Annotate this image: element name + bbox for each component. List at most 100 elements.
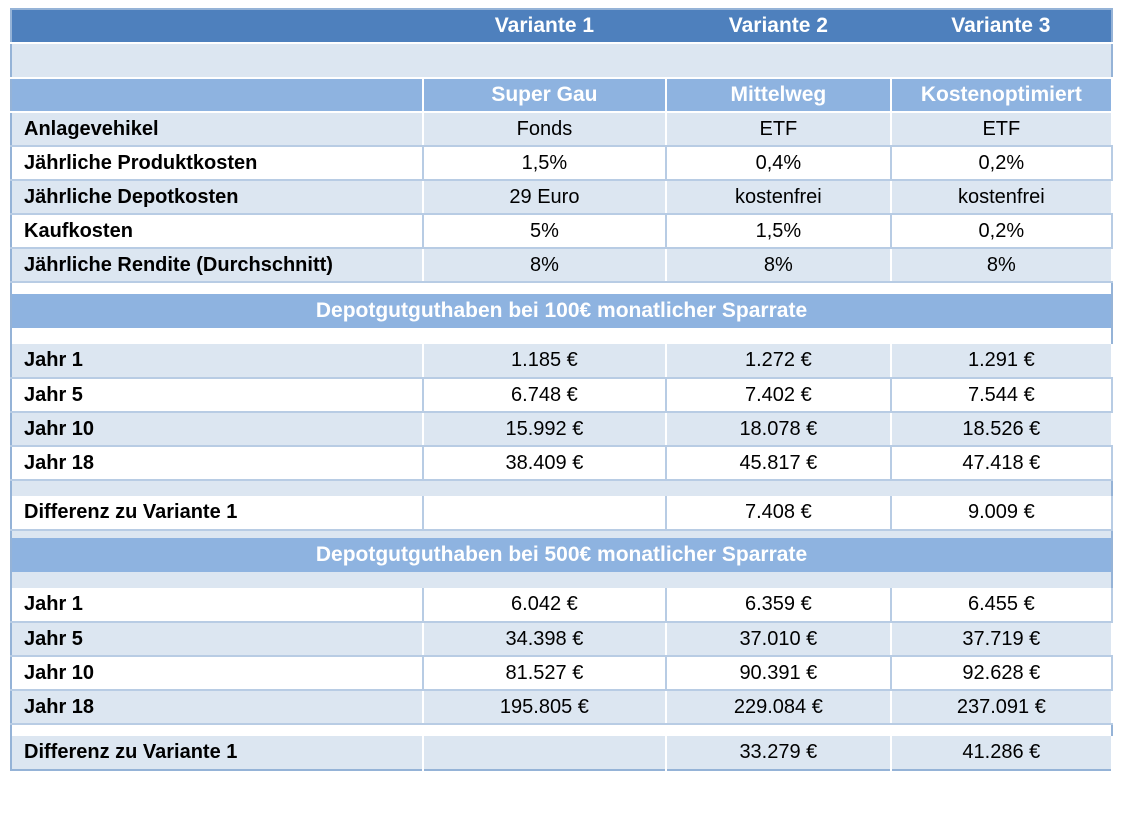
scenario-header-row: Super Gau Mittelweg Kostenoptimiert (11, 78, 1114, 113)
cell-value: 1,5% (422, 146, 668, 181)
spacer-row (11, 480, 1112, 496)
row-label: Jährliche Rendite (Durchschnitt) (11, 248, 424, 283)
row-label: Jahr 5 (11, 378, 424, 413)
cell-value: 7.402 € (666, 378, 892, 413)
cell-value: 8% (890, 248, 1114, 283)
blank-cell (11, 43, 1112, 79)
section-1-title: Depotgutguthaben bei 100€ monatlicher Sp… (11, 294, 1112, 328)
blank-cell (11, 572, 1112, 588)
cell-value: 18.526 € (890, 412, 1114, 447)
cell-value: 34.398 € (422, 622, 668, 657)
difference-row-s1: Differenz zu Variante 1 7.408 € 9.009 € (11, 496, 1114, 531)
attribute-row-rendite: Jährliche Rendite (Durchschnitt) 8% 8% 8… (11, 248, 1114, 283)
cell-value: 5% (422, 214, 668, 249)
row-label: Anlagevehikel (11, 112, 424, 147)
table-row-s1-jahr10: Jahr 10 15.992 € 18.078 € 18.526 € (11, 412, 1114, 447)
cell-value: 15.992 € (422, 412, 668, 447)
blank-cell (11, 530, 1112, 538)
row-label: Jahr 18 (11, 690, 424, 725)
cell-value: Fonds (422, 112, 668, 147)
cell-value: 8% (422, 248, 668, 283)
blank-cell (11, 328, 1112, 344)
section-1-title-row: Depotgutguthaben bei 100€ monatlicher Sp… (11, 294, 1112, 328)
table-row-s2-jahr10: Jahr 10 81.527 € 90.391 € 92.628 € (11, 656, 1114, 691)
spacer-row (11, 282, 1112, 294)
row-label: Jahr 1 (11, 344, 424, 379)
cell-value: 0,2% (890, 146, 1114, 181)
row-label: Jährliche Produktkosten (11, 146, 424, 181)
cell-value: 38.409 € (422, 446, 668, 481)
cell-value: 18.078 € (666, 412, 892, 447)
cell-value: 90.391 € (666, 656, 892, 691)
spacer-row (11, 724, 1112, 736)
table-row-s1-jahr18: Jahr 18 38.409 € 45.817 € 47.418 € (11, 446, 1114, 481)
cell-value: 37.719 € (890, 622, 1114, 657)
cell-value: 195.805 € (422, 690, 668, 725)
row-label: Jahr 10 (11, 412, 424, 447)
cell-value: 6.455 € (890, 588, 1114, 623)
attribute-row-anlagevehikel: Anlagevehikel Fonds ETF ETF (11, 112, 1114, 147)
table-row-s1-jahr1: Jahr 1 1.185 € 1.272 € 1.291 € (11, 344, 1114, 379)
row-label: Jahr 18 (11, 446, 424, 481)
cell-value-empty (422, 736, 668, 770)
row-label: Jahr 1 (11, 588, 424, 623)
cell-value: 0,4% (666, 146, 892, 181)
cell-value: 1,5% (666, 214, 892, 249)
cell-value: kostenfrei (666, 180, 892, 215)
spacer-row (11, 572, 1112, 588)
cell-value: 6.359 € (666, 588, 892, 623)
cell-value: 1.272 € (666, 344, 892, 379)
row-label: Jahr 10 (11, 656, 424, 691)
attribute-row-produktkosten: Jährliche Produktkosten 1,5% 0,4% 0,2% (11, 146, 1114, 181)
corner-blank-cell (11, 9, 423, 44)
cell-value: 45.817 € (666, 446, 892, 481)
table-row-s2-jahr18: Jahr 18 195.805 € 229.084 € 237.091 € (11, 690, 1114, 725)
cell-value: ETF (890, 112, 1114, 147)
cell-value: 41.286 € (890, 736, 1114, 770)
cell-value: 81.527 € (422, 656, 668, 691)
cell-value: 92.628 € (890, 656, 1114, 691)
difference-row-s2: Differenz zu Variante 1 33.279 € 41.286 … (11, 736, 1114, 770)
variant-header-row: Variante 1 Variante 2 Variante 3 (11, 9, 1112, 44)
cell-value: 6.748 € (422, 378, 668, 413)
cell-value: 1.185 € (422, 344, 668, 379)
cell-value: 6.042 € (422, 588, 668, 623)
row-label: Differenz zu Variante 1 (11, 496, 424, 531)
cell-value: 1.291 € (890, 344, 1114, 379)
cell-value: 29 Euro (422, 180, 668, 215)
scenario-3-header: Kostenoptimiert (890, 78, 1114, 113)
variant-3-header: Variante 3 (890, 9, 1112, 44)
cell-value: kostenfrei (890, 180, 1114, 215)
cell-value: 8% (666, 248, 892, 283)
cell-value: 229.084 € (666, 690, 892, 725)
blank-cell (11, 282, 1112, 294)
cell-value: 7.408 € (666, 496, 892, 531)
section-2-title: Depotgutguthaben bei 500€ monatlicher Sp… (11, 538, 1112, 572)
attribute-row-kaufkosten: Kaufkosten 5% 1,5% 0,2% (11, 214, 1114, 249)
row-label: Jährliche Depotkosten (11, 180, 424, 215)
row-label: Jahr 5 (11, 622, 424, 657)
scenario-1-header: Super Gau (422, 78, 668, 113)
cell-value: 47.418 € (890, 446, 1114, 481)
blank-cell (11, 78, 424, 113)
table-row-s1-jahr5: Jahr 5 6.748 € 7.402 € 7.544 € (11, 378, 1114, 413)
table-row-s2-jahr1: Jahr 1 6.042 € 6.359 € 6.455 € (11, 588, 1114, 623)
variant-1-header: Variante 1 (422, 9, 667, 44)
attribute-row-depotkosten: Jährliche Depotkosten 29 Euro kostenfrei… (11, 180, 1114, 215)
row-label: Kaufkosten (11, 214, 424, 249)
cell-value: ETF (666, 112, 892, 147)
row-label: Differenz zu Variante 1 (11, 736, 424, 770)
blank-spacer-row (11, 43, 1112, 79)
cell-value: 237.091 € (890, 690, 1114, 725)
blank-cell (11, 724, 1112, 736)
cell-value-empty (422, 496, 668, 531)
variant-2-header: Variante 2 (666, 9, 891, 44)
cell-value: 33.279 € (666, 736, 892, 770)
cell-value: 9.009 € (890, 496, 1114, 531)
spacer-row (11, 328, 1112, 344)
section-2-title-row: Depotgutguthaben bei 500€ monatlicher Sp… (11, 538, 1112, 572)
cell-value: 37.010 € (666, 622, 892, 657)
blank-cell (11, 480, 1112, 496)
cell-value: 0,2% (890, 214, 1114, 249)
